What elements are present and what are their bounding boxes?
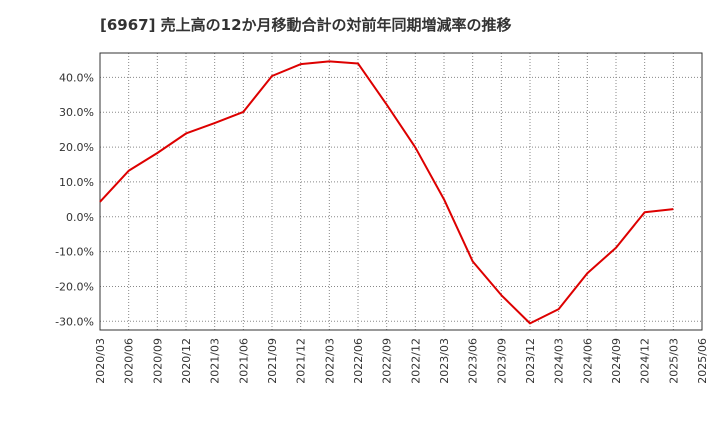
y-tick-label: 40.0% bbox=[59, 71, 94, 84]
x-tick-label: 2021/06 bbox=[237, 338, 250, 384]
y-tick-label: 30.0% bbox=[59, 106, 94, 119]
y-tick-label: -10.0% bbox=[55, 246, 94, 259]
x-tick-label: 2023/12 bbox=[524, 338, 537, 384]
x-tick-label: 2022/09 bbox=[381, 338, 394, 384]
y-tick-label: 10.0% bbox=[59, 176, 94, 189]
x-tick-label: 2020/03 bbox=[94, 338, 107, 384]
x-tick-label: 2024/03 bbox=[553, 338, 566, 384]
x-tick-label: 2024/06 bbox=[581, 338, 594, 384]
x-tick-label: 2022/06 bbox=[352, 338, 365, 384]
x-tick-label: 2020/09 bbox=[151, 338, 164, 384]
x-tick-label: 2020/12 bbox=[180, 338, 193, 384]
x-tick-label: 2023/03 bbox=[438, 338, 451, 384]
y-tick-label: -30.0% bbox=[55, 315, 94, 328]
x-tick-label: 2021/09 bbox=[266, 338, 279, 384]
plot-frame bbox=[99, 52, 703, 331]
y-axis-ticks: 40.0% 30.0% 20.0% 10.0% 0.0% -10.0% -20.0% -30.… bbox=[55, 71, 94, 328]
x-tick-label: 2024/12 bbox=[639, 338, 652, 384]
x-tick-label: 2023/06 bbox=[467, 338, 480, 384]
x-tick-label: 2020/06 bbox=[123, 338, 136, 384]
x-tick-label: 2024/09 bbox=[610, 338, 623, 384]
x-tick-label: 2023/09 bbox=[495, 338, 508, 384]
x-tick-label: 2022/03 bbox=[323, 338, 336, 384]
chart-title: [6967] 売上高の12か月移動合計の対前年同期増減率の推移 bbox=[100, 16, 512, 34]
x-axis-ticks: 2020/03 2020/06 2020/09 2020/12 2021/03 2021/… bbox=[94, 338, 709, 384]
x-tick-label: 2025/03 bbox=[667, 338, 680, 384]
y-tick-label: 20.0% bbox=[59, 141, 94, 154]
x-tick-label: 2022/12 bbox=[409, 338, 422, 384]
y-tick-label: 0.0% bbox=[66, 211, 94, 224]
x-tick-label: 2025/06 bbox=[696, 338, 709, 384]
x-tick-label: 2021/12 bbox=[295, 338, 308, 384]
x-tick-label: 2021/03 bbox=[209, 338, 222, 384]
series-layer bbox=[99, 60, 674, 325]
grid-lines bbox=[100, 53, 702, 330]
y-tick-label: -20.0% bbox=[55, 280, 94, 293]
